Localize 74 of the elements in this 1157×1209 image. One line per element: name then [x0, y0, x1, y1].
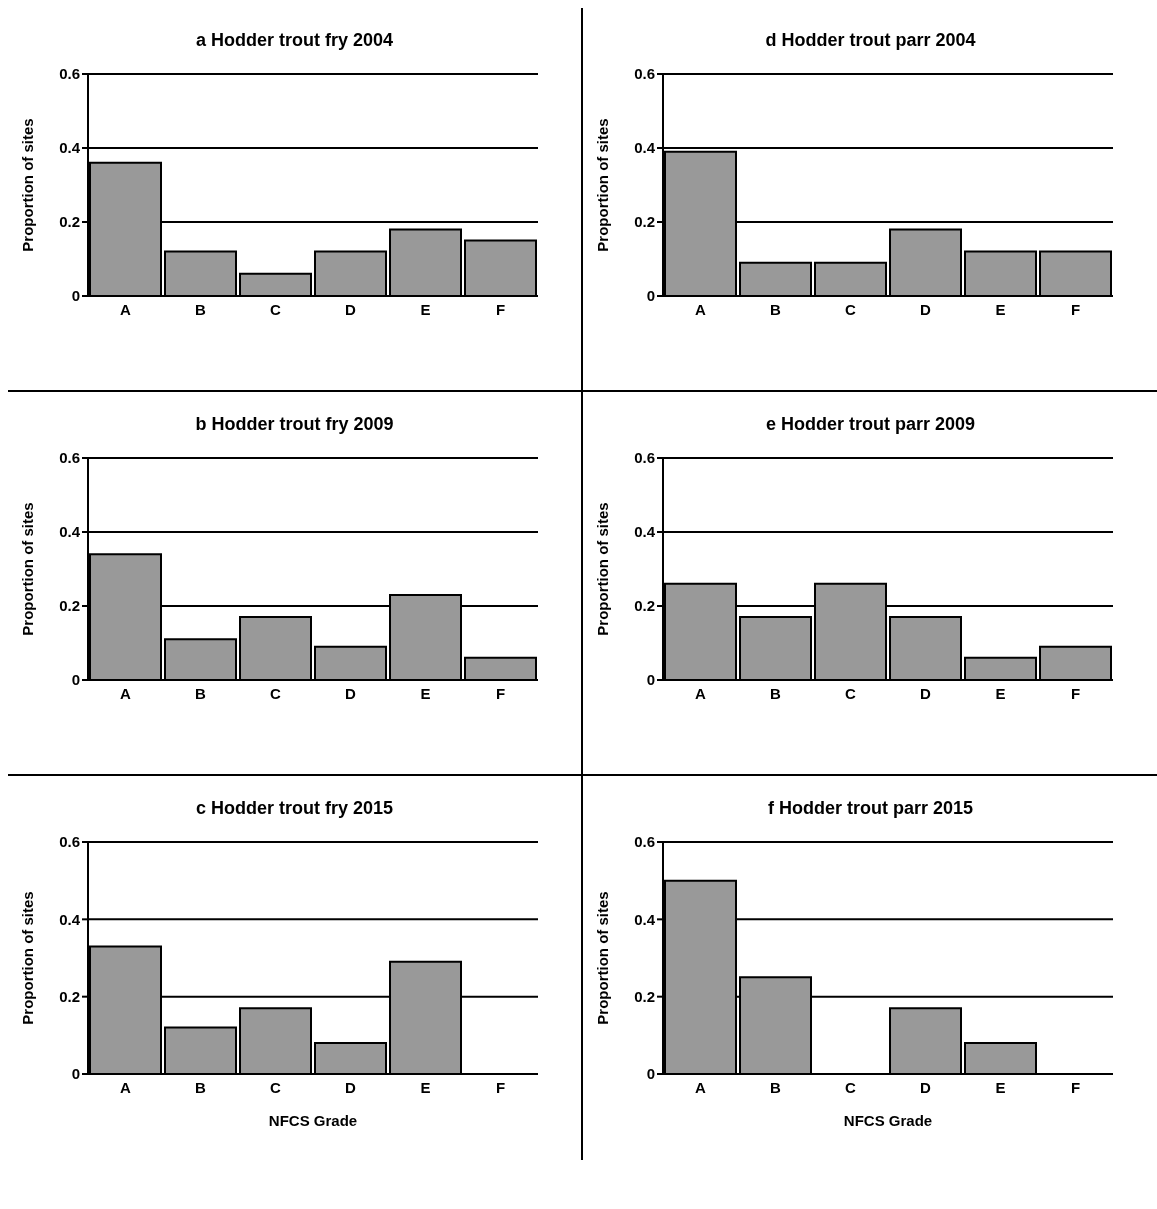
- x-tick-label: B: [195, 1078, 207, 1096]
- y-tick-label: 0: [646, 1065, 655, 1083]
- x-tick-label: A: [695, 684, 707, 702]
- x-tick-label: B: [195, 300, 207, 318]
- chart-title: b Hodder trout fry 2009: [194, 413, 395, 436]
- y-tick-label: 0.2: [634, 987, 655, 1005]
- x-tick-label: A: [695, 1078, 707, 1096]
- y-tick-label: 0.6: [634, 449, 655, 467]
- x-tick-label: F: [1070, 684, 1081, 702]
- y-axis-title: Proportion of sites: [594, 118, 612, 252]
- x-tick-label: D: [345, 300, 357, 318]
- x-axis-title: NFCS Grade: [268, 1112, 358, 1129]
- y-tick-label: 0.6: [59, 449, 80, 467]
- x-tick-label: B: [195, 684, 207, 702]
- x-tick-label: C: [845, 300, 857, 318]
- y-tick-label: 0.2: [59, 987, 80, 1005]
- x-tick-label: B: [770, 1078, 782, 1096]
- y-tick-label: 0.6: [59, 833, 80, 851]
- x-tick-label: A: [695, 300, 707, 318]
- x-tick-label: D: [345, 1078, 357, 1096]
- chart-title: f Hodder trout parr 2015: [766, 797, 974, 820]
- y-axis-title: Proportion of sites: [594, 502, 612, 636]
- y-axis-title: Proportion of sites: [19, 891, 37, 1025]
- y-tick-label: 0.4: [59, 910, 81, 928]
- y-tick-label: 0.2: [634, 597, 655, 615]
- y-tick-label: 0.2: [634, 213, 655, 231]
- x-tick-label: F: [495, 300, 506, 318]
- x-tick-label: E: [420, 300, 431, 318]
- x-tick-label: E: [995, 1078, 1006, 1096]
- x-tick-label: F: [495, 684, 506, 702]
- x-tick-label: B: [770, 300, 782, 318]
- y-tick-label: 0.4: [634, 139, 656, 157]
- x-tick-label: F: [1070, 300, 1081, 318]
- x-tick-label: C: [270, 300, 282, 318]
- y-tick-label: 0: [71, 671, 80, 689]
- y-tick-label: 0: [71, 1065, 80, 1083]
- chart-title: d Hodder trout parr 2004: [764, 29, 977, 52]
- x-tick-label: B: [770, 684, 782, 702]
- x-tick-label: A: [120, 300, 132, 318]
- y-tick-label: 0.6: [634, 833, 655, 851]
- x-tick-label: F: [495, 1078, 506, 1096]
- y-tick-label: 0.2: [59, 213, 80, 231]
- y-tick-label: 0: [646, 287, 655, 305]
- y-tick-label: 0.4: [634, 523, 656, 541]
- chart-title: a Hodder trout fry 2004: [194, 29, 395, 52]
- y-tick-label: 0.2: [59, 597, 80, 615]
- x-tick-label: E: [995, 300, 1006, 318]
- x-tick-label: E: [995, 684, 1006, 702]
- y-axis-title: Proportion of sites: [19, 502, 37, 636]
- y-tick-label: 0.6: [634, 65, 655, 83]
- x-axis-title: NFCS Grade: [843, 1112, 933, 1129]
- x-tick-label: C: [270, 684, 282, 702]
- chart-title: e Hodder trout parr 2009: [764, 413, 977, 436]
- y-axis-title: Proportion of sites: [594, 891, 612, 1025]
- chart-title: c Hodder trout fry 2015: [194, 797, 395, 820]
- x-tick-label: D: [920, 684, 932, 702]
- x-tick-label: D: [920, 1078, 932, 1096]
- y-axis-title: Proportion of sites: [19, 118, 37, 252]
- x-tick-label: C: [845, 684, 857, 702]
- x-tick-label: D: [345, 684, 357, 702]
- y-tick-label: 0.4: [59, 523, 81, 541]
- x-tick-label: F: [1070, 1078, 1081, 1096]
- x-tick-label: C: [845, 1078, 857, 1096]
- x-tick-label: C: [270, 1078, 282, 1096]
- x-tick-label: D: [920, 300, 932, 318]
- y-tick-label: 0.4: [634, 910, 656, 928]
- x-tick-label: A: [120, 684, 132, 702]
- y-tick-label: 0.6: [59, 65, 80, 83]
- x-tick-label: E: [420, 684, 431, 702]
- y-tick-label: 0: [71, 287, 80, 305]
- x-tick-label: E: [420, 1078, 431, 1096]
- y-tick-label: 0.4: [59, 139, 81, 157]
- y-tick-label: 0: [646, 671, 655, 689]
- x-tick-label: A: [120, 1078, 132, 1096]
